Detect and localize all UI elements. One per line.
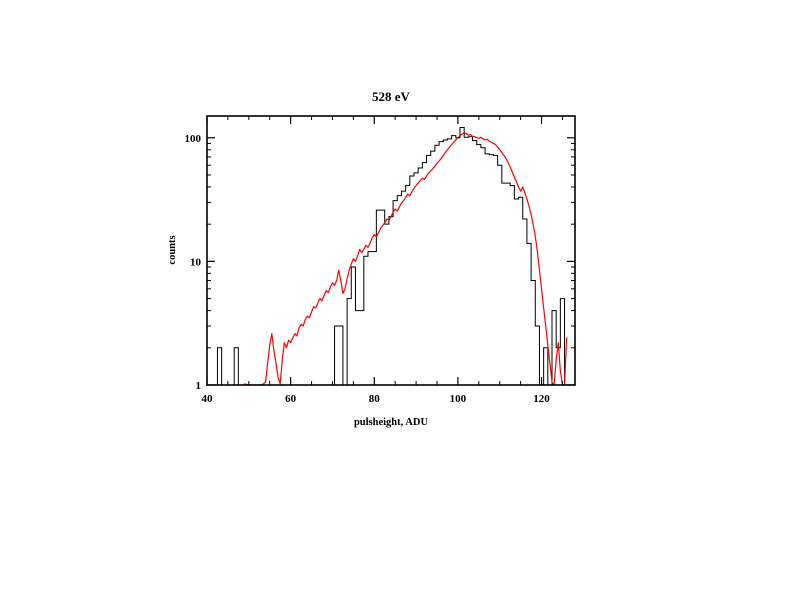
data-series-layer (207, 127, 573, 385)
x-axis-title: pulsheight, ADU (354, 417, 429, 428)
x-tick-label: 100 (450, 393, 467, 405)
y-tick-label: 100 (185, 133, 202, 145)
x-tick-label: 80 (369, 393, 381, 405)
x-tick-labels: 40 60 80 100 120 (202, 393, 551, 405)
y-axis-title: counts (167, 235, 178, 264)
series-measured-spectrum (207, 127, 573, 385)
x-tick-label: 120 (533, 393, 550, 405)
chart-title: 528 eV (372, 89, 411, 104)
plot-area (207, 116, 575, 385)
y-tick-label: 1 (196, 380, 202, 392)
x-tick-label: 40 (202, 393, 214, 405)
series-simulated-spectrum (244, 132, 568, 385)
plot-frame (206, 115, 576, 386)
x-tick-label: 60 (285, 393, 297, 405)
y-tick-label: 10 (190, 256, 202, 268)
y-tick-labels: 1 10 100 (185, 133, 202, 392)
